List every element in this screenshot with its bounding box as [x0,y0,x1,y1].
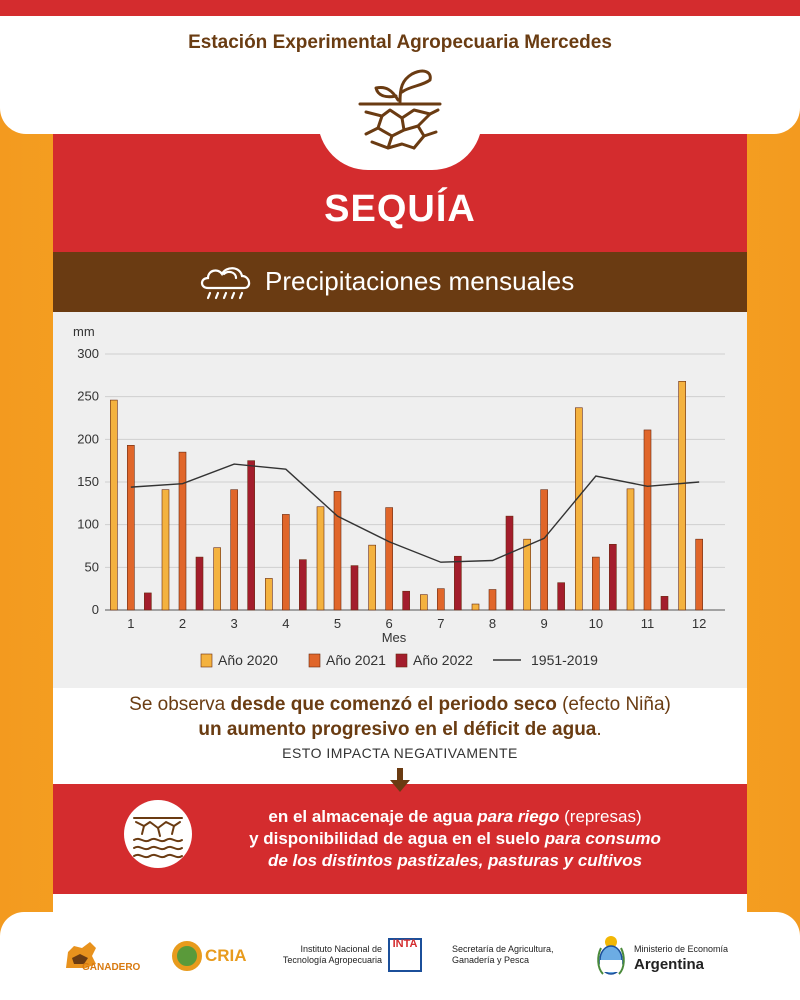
x-tick-label: 10 [589,616,603,631]
bar-año-2022-month-10 [609,543,617,611]
bar-año-2022-month-5 [350,565,359,611]
ganadero-logo-icon [66,942,96,968]
x-tick-label: 7 [437,616,444,631]
description-line-2: un aumento progresivo en el déficit de a… [198,719,602,740]
bar-año-2021-month-6 [385,507,393,611]
bar-año-2020-month-8 [471,603,480,611]
legend-label: Año 2021 [326,652,386,668]
legend-swatch [200,653,213,668]
top-red-stripe [0,0,800,20]
description-line-3: ESTO IMPACTA NEGATIVAMENTE [282,745,518,761]
bar-año-2020-month-1 [110,399,118,611]
y-tick-label: 250 [77,389,99,404]
bar-año-2022-month-2 [195,556,204,611]
cria-logo-icon [172,941,202,971]
x-tick-label: 5 [334,616,341,631]
bar-año-2022-month-3 [247,460,255,611]
soil-water-icon [133,817,183,859]
bar-año-2021-month-10 [592,556,600,611]
y-tick-label: 100 [77,517,99,532]
legend-label: 1951-2019 [531,652,598,668]
average-line [130,463,700,563]
legend-swatch [395,653,408,668]
header-notch [318,110,482,170]
impact-text: en el almacenaje de agua para riego (rep… [249,807,661,870]
bar-año-2021-month-9 [540,489,548,611]
bar-año-2022-month-6 [402,590,410,611]
x-tick-label: 6 [386,616,393,631]
x-tick-label: 9 [541,616,548,631]
bar-año-2021-month-11 [643,429,652,611]
header-title: Estación Experimental Agropecuaria Merce… [188,32,612,53]
y-tick-label: 50 [85,559,99,574]
ministerio-name: Ministerio de Economía [634,944,729,954]
bar-año-2020-month-7 [420,594,428,611]
bar-año-2021-month-8 [488,589,497,611]
x-axis-label: Mes [382,630,407,645]
x-tick-label: 11 [641,616,655,631]
x-tick-label: 3 [231,616,238,631]
bar-año-2021-month-3 [230,489,238,611]
bar-año-2022-month-8 [505,515,514,611]
x-tick-label: 12 [692,616,706,631]
y-tick-label: 300 [77,346,99,361]
x-tick-label: 2 [179,616,186,631]
section-bar [53,252,747,312]
y-tick-label: 200 [77,431,99,446]
hero-title: SEQUÍA [324,188,476,230]
description-line-1: Se observa desde que comenzó el periodo … [129,694,671,715]
bar-año-2020-month-2 [161,489,170,611]
ganadero-logo-text: GANADERO [82,962,141,973]
bar-año-2022-month-11 [660,596,669,611]
bar-año-2022-month-4 [299,559,307,611]
bar-año-2022-month-1 [144,592,152,611]
x-tick-label: 1 [127,616,134,631]
bar-año-2020-month-9 [523,538,531,611]
x-tick-label: 8 [489,616,496,631]
legend-label: Año 2020 [218,652,278,668]
bar-año-2021-month-12 [695,538,703,611]
bar-año-2020-month-12 [678,381,686,611]
section-title: Precipitaciones mensuales [265,266,575,296]
bar-año-2021-month-1 [127,445,135,611]
y-axis-label: mm [73,324,95,339]
sprout-cracked-soil-icon [358,69,442,150]
rain-cloud-icon [200,267,251,300]
bar-año-2021-month-2 [178,451,187,611]
arrow-down-icon [390,768,410,792]
inta-name: Instituto Nacional de Tecnología Agropecu… [282,944,382,965]
inta-logo-text: INTA [392,938,418,950]
bar-año-2021-month-5 [333,491,342,611]
inta-logo-box [388,938,422,972]
bar-año-2020-month-5 [316,506,325,611]
cria-logo-text: CRIA [205,946,247,965]
y-tick-label: 150 [77,474,99,489]
legend-swatch [308,653,321,668]
bar-año-2020-month-11 [626,488,635,611]
y-tick-label: 0 [92,602,99,617]
argentina-shield-icon [597,936,625,975]
bar-año-2021-month-7 [437,588,445,611]
bar-año-2022-month-9 [557,582,565,611]
argentina-name: Argentina [634,956,705,973]
secretaria-name: Secretaría de Agricultura, Ganadería y Pe… [452,944,554,965]
bar-año-2020-month-10 [575,407,583,611]
legend-label: Año 2022 [413,652,473,668]
x-tick-label: 4 [282,616,289,631]
bar-año-2021-month-4 [282,514,290,611]
bar-año-2022-month-7 [454,555,462,611]
bar-año-2020-month-3 [213,547,221,611]
bar-año-2020-month-4 [265,578,273,611]
bar-año-2020-month-6 [368,544,376,611]
